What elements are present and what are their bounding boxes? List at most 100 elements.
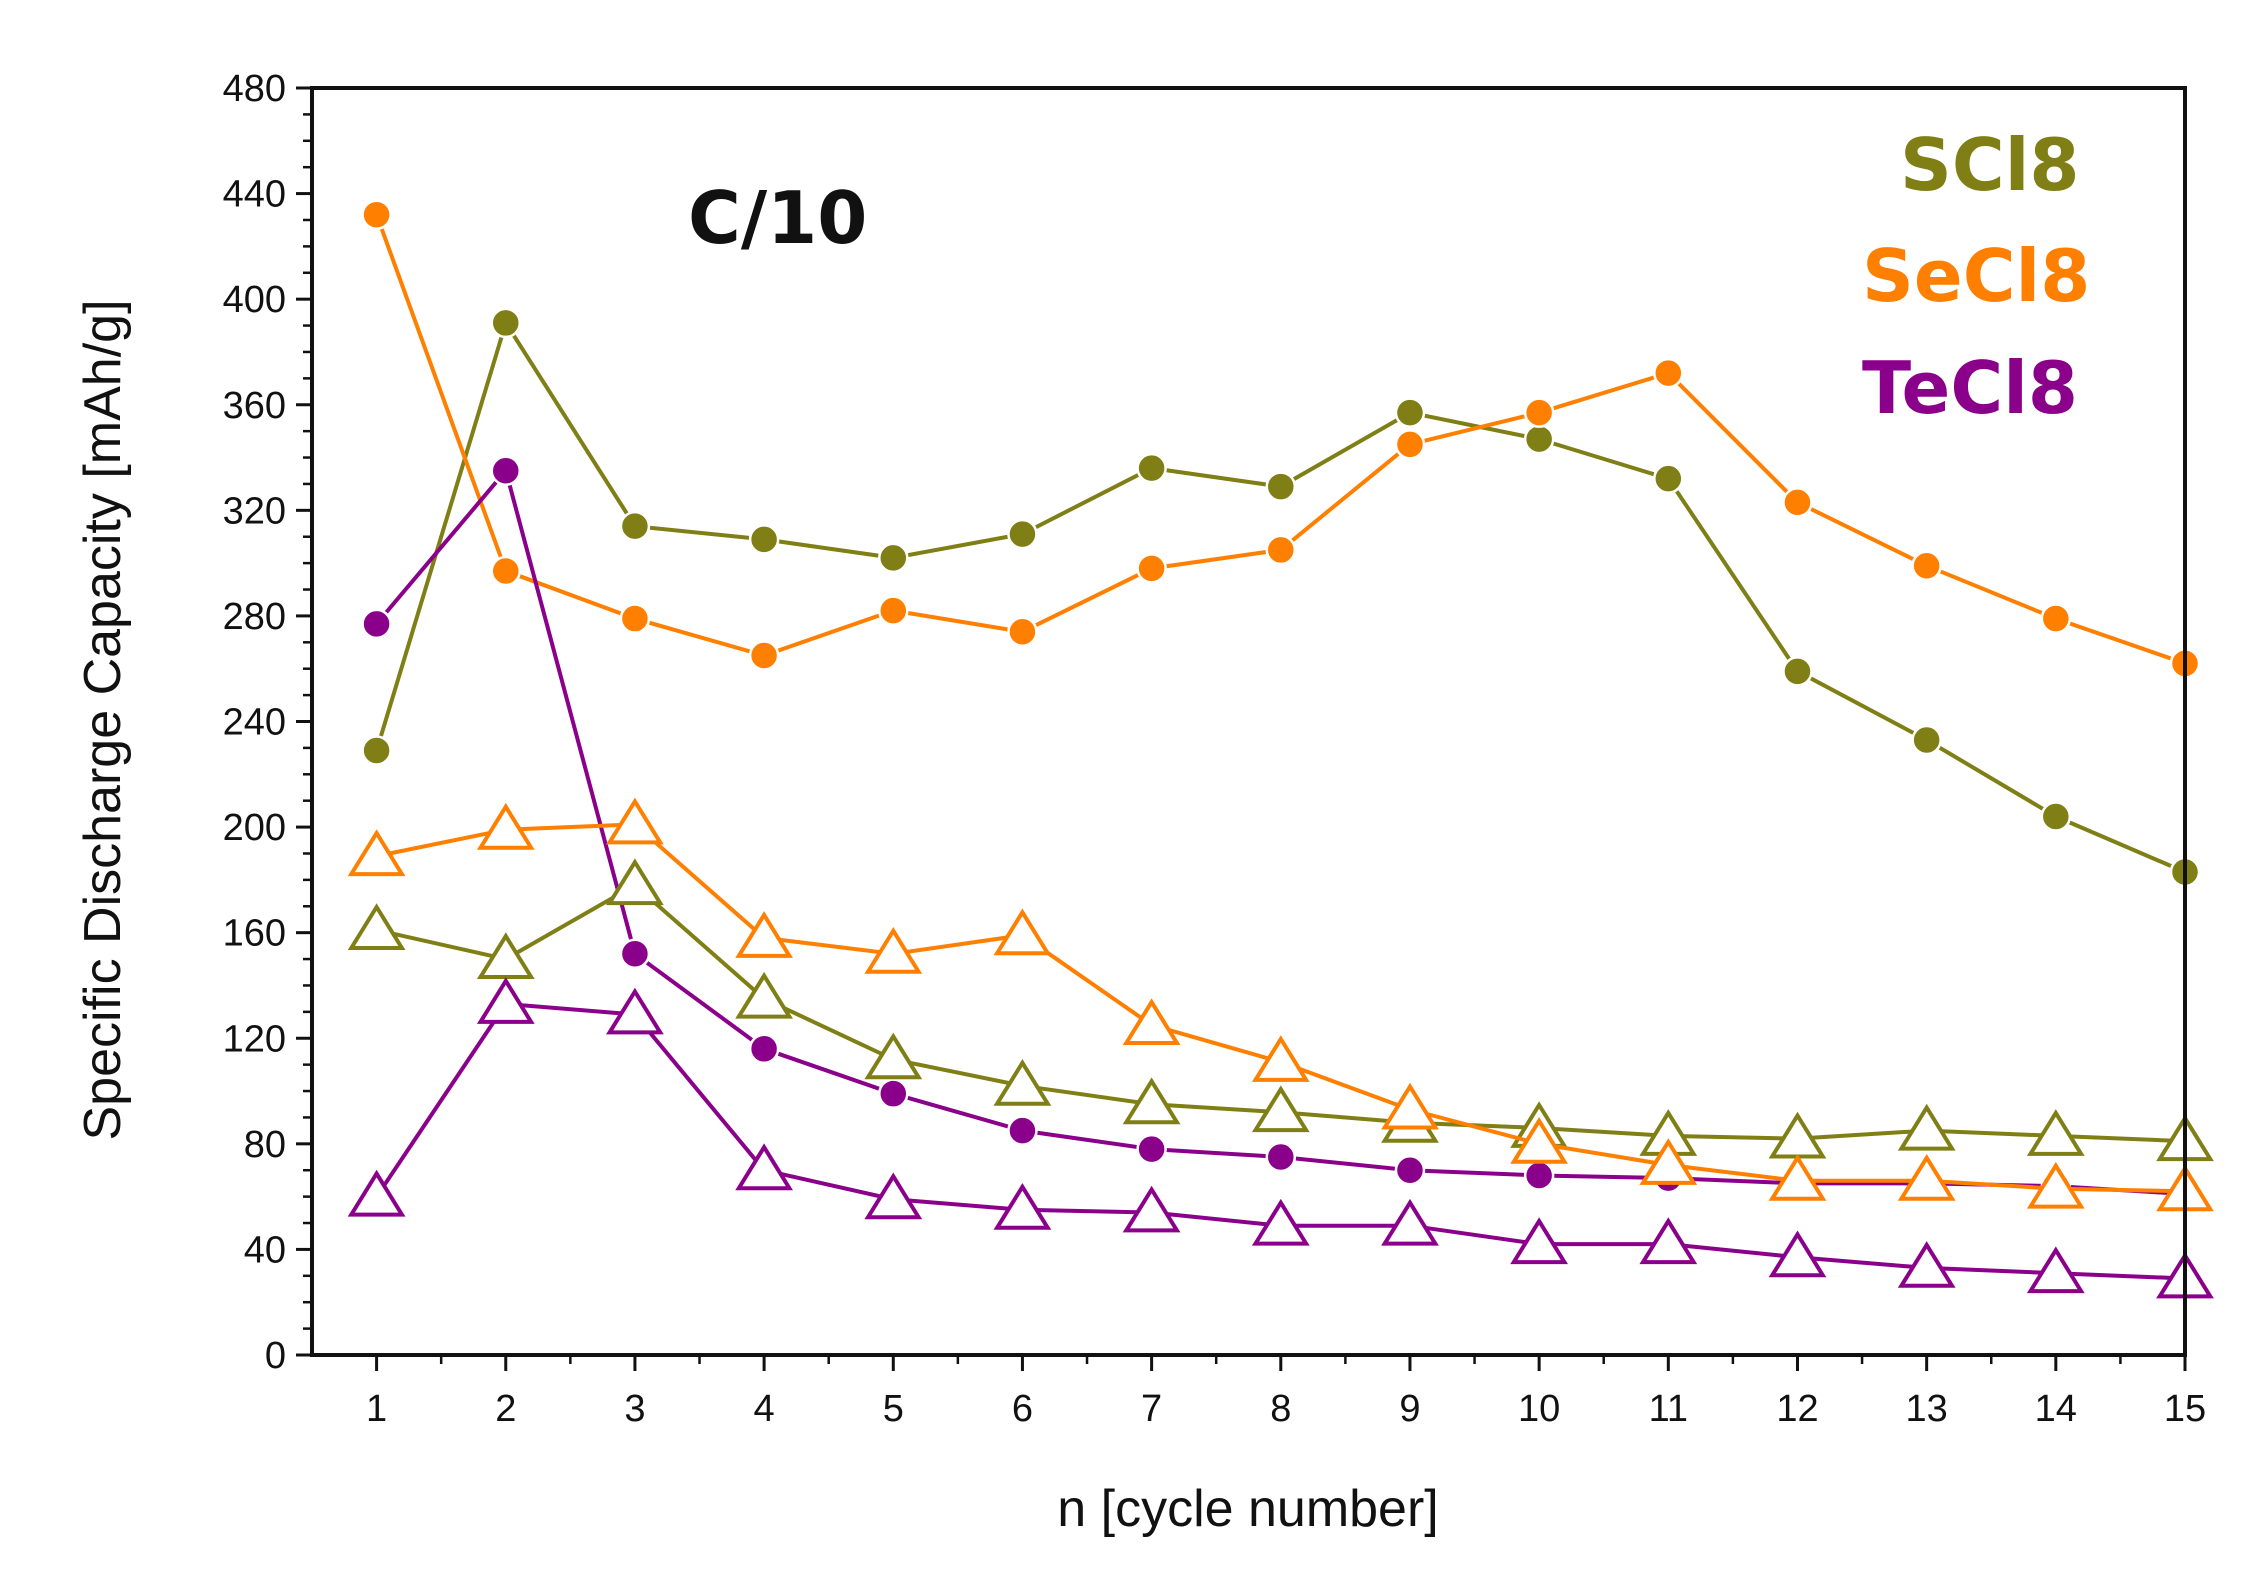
data-point-scl8-circle [490, 307, 522, 339]
x-tick-label: 5 [883, 1388, 904, 1430]
data-point-scl8-circle [2040, 801, 2072, 832]
data-point-scl8-triangle [1122, 1077, 1181, 1125]
rate-annotation: C/10 [688, 176, 867, 260]
data-point-tecl8-triangle [1122, 1185, 1181, 1233]
data-point-scl8-circle [1523, 423, 1555, 455]
y-tick-label: 120 [223, 1018, 286, 1060]
data-point-tecl8-circle [1265, 1141, 1297, 1173]
y-tick-label: 280 [223, 596, 286, 638]
x-tick-label: 6 [1012, 1388, 1033, 1430]
plot-frame [310, 86, 2187, 1357]
x-tick-label: 9 [1399, 1388, 1420, 1430]
data-point-tecl8-triangle [1639, 1217, 1698, 1265]
data-point-secl8-triangle [1768, 1153, 1827, 1201]
data-point-tecl8-triangle [1251, 1198, 1310, 1246]
data-point-scl8-triangle [1251, 1085, 1310, 1133]
data-point-secl8-circle [490, 555, 522, 587]
data-point-secl8-triangle [1251, 1035, 1310, 1082]
data-point-secl8-triangle [1122, 998, 1181, 1045]
data-point-scl8-circle [619, 510, 651, 542]
data-point-scl8-triangle [735, 971, 793, 1019]
y-tick-label: 400 [223, 279, 286, 321]
data-point-scl8-circle [1136, 452, 1167, 484]
x-tick-label: 12 [1776, 1388, 1818, 1430]
data-point-secl8-triangle [993, 908, 1052, 956]
y-tick-label: 240 [223, 702, 286, 744]
series-layer [347, 199, 2214, 1299]
data-point-scl8-circle [1394, 397, 1426, 428]
data-point-secl8-circle [1136, 553, 1167, 584]
data-point-tecl8-triangle [993, 1182, 1052, 1230]
data-point-secl8-circle [361, 199, 392, 230]
legend-scl8: SCl8 [1900, 123, 2079, 207]
x-tick-label: 10 [1518, 1388, 1560, 1430]
data-point-tecl8-circle [1007, 1115, 1038, 1146]
data-point-secl8-circle [1265, 534, 1297, 566]
data-point-scl8-circle [748, 524, 780, 555]
data-point-scl8-circle [1782, 656, 1813, 687]
data-point-tecl8-circle [1136, 1133, 1167, 1165]
data-point-secl8-triangle [347, 829, 406, 877]
data-point-scl8-circle [1911, 724, 1942, 756]
data-point-tecl8-circle [1523, 1160, 1555, 1191]
data-point-scl8-triangle [476, 932, 535, 979]
data-point-secl8-triangle [864, 926, 923, 974]
x-axis-title: n [cycle number] [1057, 1480, 1439, 1538]
data-point-tecl8-triangle [1768, 1230, 1827, 1278]
data-point-secl8-circle [1007, 616, 1038, 648]
x-tick-label: 1 [366, 1388, 387, 1430]
data-point-tecl8-triangle [606, 987, 664, 1035]
data-point-secl8-triangle [1510, 1116, 1568, 1164]
data-point-tecl8-triangle [347, 1169, 406, 1217]
data-point-tecl8-triangle [2026, 1246, 2085, 1294]
data-point-tecl8-triangle [864, 1172, 923, 1220]
data-point-tecl8-triangle [1381, 1198, 1439, 1246]
data-point-scl8-triangle [993, 1058, 1052, 1106]
y-tick-label: 440 [223, 174, 286, 216]
x-tick-label: 3 [624, 1388, 645, 1430]
data-point-tecl8-circle [1394, 1154, 1426, 1186]
data-point-tecl8-circle [619, 938, 651, 970]
data-point-secl8-triangle [1639, 1138, 1698, 1185]
data-point-scl8-triangle [606, 858, 664, 906]
data-point-secl8-triangle [1897, 1153, 1956, 1201]
data-point-scl8-triangle [864, 1032, 923, 1080]
data-point-tecl8-triangle [1510, 1217, 1568, 1265]
data-point-tecl8-triangle [476, 977, 535, 1024]
data-point-tecl8-triangle [1897, 1241, 1956, 1288]
data-point-scl8-triangle [347, 903, 406, 950]
x-tick-label: 14 [2035, 1388, 2077, 1430]
y-tick-label: 200 [223, 807, 286, 849]
y-tick-label: 360 [223, 385, 286, 427]
data-point-secl8-triangle [735, 911, 793, 958]
data-point-scl8-circle [1653, 463, 1684, 494]
data-point-secl8-triangle [2026, 1161, 2085, 1209]
x-tick-label: 11 [1649, 1388, 1688, 1430]
legend-secl8: SeCl8 [1862, 234, 2090, 318]
x-tick-label: 8 [1270, 1388, 1291, 1430]
y-tick-label: 40 [244, 1229, 286, 1271]
data-point-secl8-triangle [606, 797, 664, 845]
data-point-secl8-circle [748, 640, 780, 671]
x-tick-label: 2 [495, 1388, 516, 1430]
y-tick-label: 160 [223, 913, 286, 955]
data-point-scl8-triangle [1897, 1103, 1956, 1151]
data-point-secl8-triangle [1381, 1082, 1439, 1130]
y-tick-label: 0 [265, 1335, 286, 1377]
data-point-tecl8-circle [361, 608, 392, 640]
y-tick-label: 320 [223, 490, 286, 532]
data-point-tecl8-circle [490, 455, 522, 486]
data-point-scl8-circle [1007, 518, 1038, 550]
data-point-tecl8-circle [878, 1078, 909, 1109]
y-axis-title: Specific Discharge Capacity [mAh/g] [74, 299, 132, 1140]
data-point-scl8-circle [1265, 471, 1297, 502]
data-point-scl8-circle [361, 735, 392, 766]
x-tick-label: 4 [754, 1388, 775, 1430]
x-tick-label: 13 [1906, 1388, 1948, 1430]
data-point-secl8-triangle [476, 802, 535, 850]
legend-tecl8: TeCl8 [1862, 346, 2078, 430]
data-point-secl8-circle [1782, 487, 1813, 518]
data-point-secl8-circle [878, 595, 909, 626]
data-point-tecl8-circle [748, 1033, 780, 1065]
